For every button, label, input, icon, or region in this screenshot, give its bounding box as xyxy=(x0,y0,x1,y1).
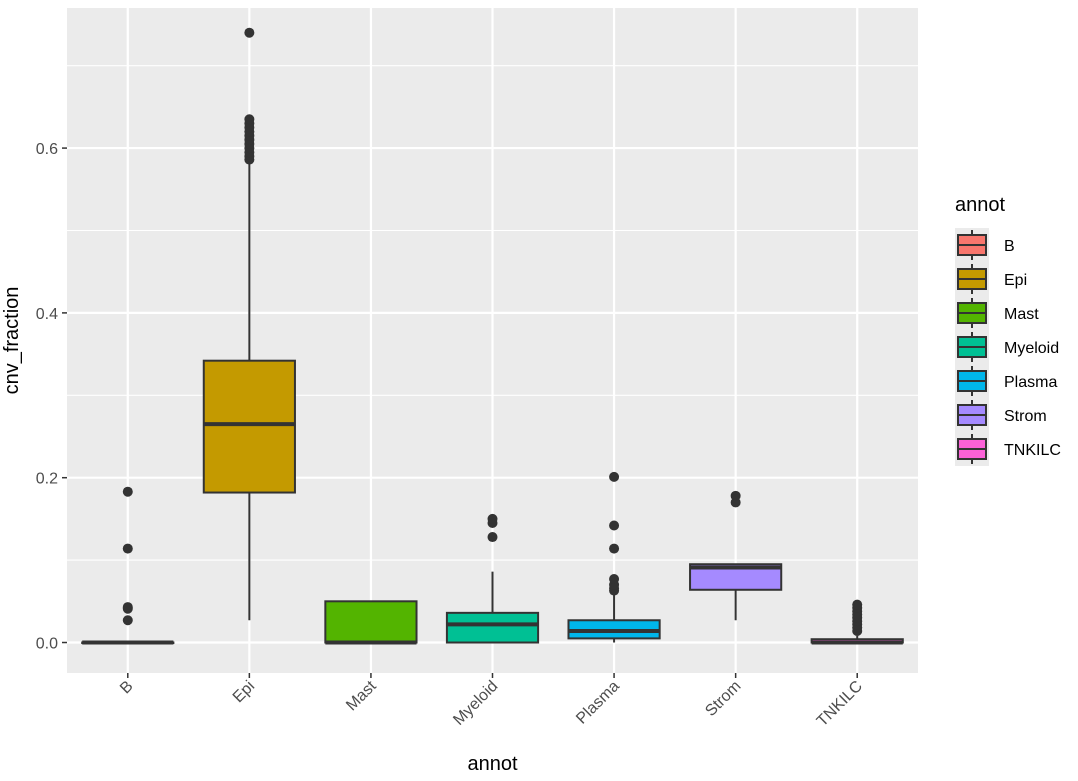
legend-item-strom: Strom xyxy=(955,398,1047,432)
box-b xyxy=(81,486,175,645)
outlier-point xyxy=(487,513,498,524)
legend-label: Plasma xyxy=(1004,374,1057,391)
legend-item-myeloid: Myeloid xyxy=(955,330,1059,364)
outlier-point xyxy=(122,486,133,497)
legend-item-plasma: Plasma xyxy=(955,364,1057,398)
legend-items: B Epi Mast Myeloid Plasma Strom TNKILC xyxy=(955,228,1061,466)
box-epi xyxy=(202,27,296,621)
x-tick-label: Mast xyxy=(343,677,380,714)
legend-label: Epi xyxy=(1004,272,1027,289)
legend-label: Strom xyxy=(1004,408,1047,425)
outlier-point xyxy=(609,520,620,531)
x-tick-label: Strom xyxy=(702,678,744,720)
box-body xyxy=(324,600,418,644)
legend-item-tnkilc: TNKILC xyxy=(955,432,1061,466)
x-tick-label: Plasma xyxy=(573,678,623,728)
legend-label: TNKILC xyxy=(1004,442,1061,459)
legend-item-b: B xyxy=(955,228,1015,262)
y-axis-title: cnv_fraction xyxy=(1,287,23,395)
box-strom xyxy=(689,490,783,621)
outlier-point xyxy=(609,471,620,482)
x-tick-label: B xyxy=(117,678,137,698)
y-tick-label: 0.6 xyxy=(36,141,58,158)
box-body xyxy=(202,359,296,494)
x-tick-label: TNKILC xyxy=(814,678,866,730)
outlier-point xyxy=(122,543,133,554)
legend-label: Mast xyxy=(1004,306,1039,323)
outlier-point xyxy=(730,490,741,501)
outlier-point xyxy=(244,27,255,38)
box-series xyxy=(81,27,904,645)
y-tick-label: 0.0 xyxy=(36,636,58,653)
y-tick-label: 0.4 xyxy=(36,306,58,323)
y-axis-ticks: 0.0 0.2 0.4 0.6 xyxy=(36,141,67,653)
y-tick-label: 0.2 xyxy=(36,471,58,488)
box-tnkilc xyxy=(810,599,904,645)
outlier-point xyxy=(609,543,620,554)
legend-title: annot xyxy=(955,194,1005,216)
box-body xyxy=(445,611,540,644)
outlier-point xyxy=(244,114,255,125)
box-plasma xyxy=(567,471,661,643)
x-tick-label: Epi xyxy=(230,678,258,706)
outlier-point xyxy=(487,532,498,543)
x-tick-label: Myeloid xyxy=(450,678,501,729)
legend-item-epi: Epi xyxy=(955,262,1027,296)
legend-label: Myeloid xyxy=(1004,340,1059,357)
legend-label: B xyxy=(1004,238,1015,255)
legend-item-mast: Mast xyxy=(955,296,1039,330)
x-axis-ticks: B Epi Mast Myeloid Plasma Strom TNKILC xyxy=(117,673,866,730)
box-myeloid xyxy=(445,513,540,644)
outlier-point xyxy=(609,574,620,585)
outlier-point xyxy=(122,615,133,626)
outlier-point xyxy=(122,602,133,613)
box-mast xyxy=(324,600,418,645)
legend: annot B Epi Mast Myeloid Plasma Strom TNKILC xyxy=(955,194,1061,466)
outlier-point xyxy=(852,599,863,610)
x-axis-title: annot xyxy=(467,753,517,775)
